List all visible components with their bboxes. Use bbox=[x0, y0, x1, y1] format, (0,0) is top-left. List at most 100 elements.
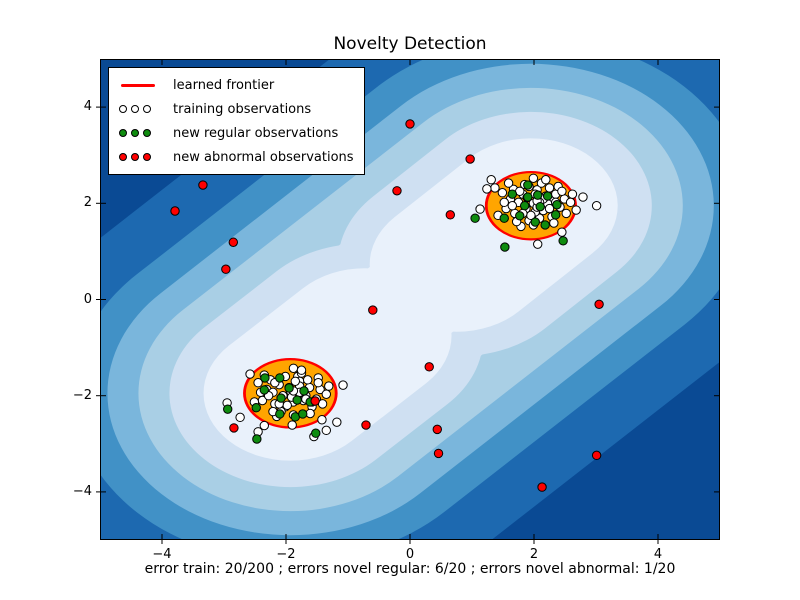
training-point bbox=[567, 189, 578, 199]
training-point bbox=[482, 184, 492, 194]
new-regular-point bbox=[284, 383, 294, 393]
y-tick-label: −4 bbox=[72, 483, 92, 499]
training-point bbox=[253, 378, 263, 388]
training-point bbox=[544, 203, 555, 214]
training-point bbox=[321, 425, 332, 436]
training-point bbox=[578, 192, 588, 202]
training-point bbox=[475, 204, 485, 214]
chart-title: Novelty Detection bbox=[333, 34, 487, 54]
legend-entry: new abnormal observations bbox=[115, 145, 354, 169]
new-abnormal-point bbox=[228, 237, 239, 247]
scatter-dot-icon bbox=[143, 129, 151, 137]
new-regular-point bbox=[252, 434, 262, 444]
training-point bbox=[282, 400, 292, 411]
training-point bbox=[561, 208, 571, 219]
new-abnormal-point bbox=[405, 119, 415, 129]
training-point bbox=[565, 197, 576, 208]
training-point bbox=[503, 178, 514, 188]
new-regular-point bbox=[259, 385, 270, 395]
frontier-line-icon bbox=[121, 83, 155, 87]
new-abnormal-observations bbox=[170, 119, 604, 492]
new-abnormal-point bbox=[424, 362, 434, 372]
scatter-dot-icon bbox=[143, 153, 151, 161]
new-regular-point bbox=[540, 220, 550, 230]
training-point bbox=[591, 201, 602, 211]
training-point bbox=[541, 175, 551, 185]
training-point bbox=[235, 412, 245, 423]
new-regular-point bbox=[223, 404, 233, 414]
contour-band bbox=[289, 206, 531, 395]
new-regular-point bbox=[552, 200, 562, 210]
plot-clip-group bbox=[100, 59, 720, 540]
new-regular-point bbox=[276, 393, 286, 403]
new-regular-point bbox=[275, 409, 285, 419]
scatter-dot-icon bbox=[131, 129, 139, 137]
new-abnormal-point bbox=[537, 482, 547, 492]
legend-dots-marker bbox=[115, 129, 165, 137]
training-point bbox=[486, 175, 496, 185]
legend-entry: new regular observations bbox=[115, 121, 354, 145]
new-regular-point bbox=[292, 395, 302, 405]
x-tick-label: −4 bbox=[152, 547, 172, 562]
x-tick-label: 4 bbox=[653, 547, 663, 562]
new-regular-point bbox=[520, 201, 530, 211]
scatter-dot-icon bbox=[131, 153, 139, 161]
new-abnormal-point bbox=[229, 423, 239, 433]
new-abnormal-point bbox=[392, 186, 402, 196]
training-point bbox=[557, 227, 567, 237]
new-regular-point bbox=[499, 213, 509, 223]
training-point bbox=[321, 389, 332, 399]
new-abnormal-point bbox=[465, 154, 475, 164]
new-regular-point bbox=[298, 409, 308, 419]
new-regular-point bbox=[530, 217, 540, 227]
x-tick-label: −2 bbox=[276, 547, 296, 562]
scatter-dot-icon bbox=[131, 105, 139, 113]
training-point bbox=[571, 205, 581, 215]
scatter-dot-icon bbox=[143, 105, 151, 113]
new-regular-point bbox=[311, 428, 321, 438]
training-point bbox=[287, 420, 297, 430]
new-regular-observations bbox=[223, 180, 568, 444]
legend: learned frontier training observations new… bbox=[108, 67, 365, 175]
legend-entry: training observations bbox=[115, 97, 354, 121]
y-tick-label: −2 bbox=[72, 387, 92, 403]
legend-label: learned frontier bbox=[173, 77, 275, 93]
new-abnormal-point bbox=[310, 396, 320, 406]
legend-label: new regular observations bbox=[173, 125, 339, 141]
legend-line-marker bbox=[115, 83, 165, 87]
training-point bbox=[288, 363, 299, 373]
new-regular-point bbox=[535, 201, 545, 212]
tick-marks bbox=[96, 59, 720, 544]
new-abnormal-point bbox=[445, 210, 455, 220]
training-point bbox=[507, 201, 517, 211]
plot-area: learned frontier training observations new… bbox=[96, 59, 720, 544]
legend-entry: learned frontier bbox=[115, 73, 354, 97]
y-tick-label: 4 bbox=[83, 99, 92, 115]
new-abnormal-point bbox=[433, 448, 444, 459]
training-point bbox=[533, 239, 543, 249]
new-regular-point bbox=[523, 192, 533, 202]
new-abnormal-point bbox=[198, 180, 208, 190]
new-abnormal-point bbox=[591, 450, 602, 461]
new-abnormal-point bbox=[432, 424, 442, 435]
training-point bbox=[290, 376, 301, 386]
legend-dots-marker bbox=[115, 105, 165, 113]
training-point bbox=[303, 375, 313, 385]
new-regular-point bbox=[299, 386, 309, 396]
y-tick-label: 2 bbox=[83, 195, 92, 211]
scatter-dot-icon bbox=[119, 129, 127, 137]
contour-plot-canvas bbox=[96, 59, 720, 544]
training-point bbox=[338, 380, 348, 390]
new-regular-point bbox=[515, 211, 525, 221]
training-point bbox=[332, 417, 342, 427]
y-tick-label: 0 bbox=[83, 291, 92, 307]
new-regular-point bbox=[551, 210, 561, 220]
new-regular-point bbox=[523, 180, 533, 190]
error-summary-caption: error train: 20/200 ; errors novel regul… bbox=[144, 561, 676, 577]
new-regular-point bbox=[533, 190, 543, 200]
new-regular-point bbox=[260, 373, 270, 383]
training-point bbox=[557, 186, 567, 196]
training-point bbox=[324, 381, 334, 391]
training-point bbox=[245, 369, 255, 379]
